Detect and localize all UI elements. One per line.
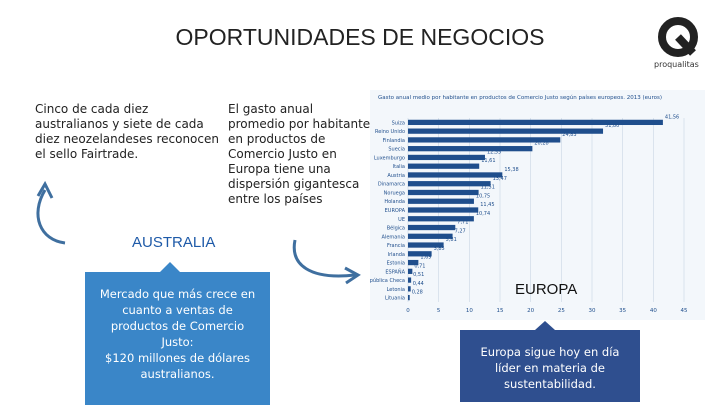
value-label: 20,28	[534, 141, 548, 147]
y-tick-label: Dinamarca	[378, 182, 405, 188]
bar	[408, 251, 432, 257]
value-label: 5,81	[446, 237, 457, 243]
australia-box: Mercado que más crece en cuanto a ventas…	[85, 272, 270, 405]
value-label: 7,27	[455, 228, 466, 234]
australia-label: AUSTRALIA	[132, 234, 216, 251]
value-label: 11,61	[481, 158, 495, 164]
bar	[408, 172, 503, 178]
y-tick-label: Estonia	[387, 261, 405, 267]
x-tick-label: 25	[558, 308, 565, 314]
value-label: 41,56	[665, 114, 679, 120]
x-tick-label: 35	[619, 308, 626, 314]
chart-title: Gasto anual medio por habitante en produ…	[378, 94, 662, 101]
bar	[408, 259, 419, 266]
y-tick-label: Suecia	[388, 147, 405, 153]
bar	[408, 128, 604, 134]
value-label: 15,38	[504, 167, 518, 173]
x-tick-label: 20	[527, 308, 534, 314]
y-tick-label: Suiza	[392, 120, 405, 126]
bar	[408, 216, 474, 222]
value-label: 1,69	[420, 255, 431, 261]
bar	[408, 137, 561, 143]
y-tick-label: Luxemburgo	[374, 155, 405, 161]
value-label: 0,28	[412, 290, 423, 296]
x-tick-label: 10	[466, 308, 473, 314]
y-tick-label: Alemania	[382, 234, 405, 240]
slide-title: OPORTUNIDADES DE NEGOCIOS	[175, 24, 545, 50]
value-label: 12,55	[487, 149, 501, 155]
y-tick-label: UE	[398, 217, 405, 223]
y-tick-label: Reino Unido	[375, 129, 405, 135]
logo-text: proqualitas	[654, 60, 699, 69]
x-tick-label: 0	[406, 308, 410, 314]
bar	[408, 242, 444, 248]
bar	[408, 233, 453, 239]
y-tick-label: Bélgica	[387, 225, 405, 232]
y-tick-label: Lituania	[385, 296, 405, 302]
value-label: 0,44	[413, 281, 424, 287]
bar	[408, 207, 479, 213]
y-tick-label: EUROPA	[385, 208, 406, 214]
y-tick-label: Finlandia	[383, 138, 405, 144]
y-tick-label: República Checa	[370, 277, 405, 284]
y-tick-label: Letonia	[387, 287, 405, 293]
value-label: 11,45	[480, 202, 494, 208]
bar	[408, 224, 456, 231]
value-label: 31,80	[605, 123, 619, 129]
y-tick-label: Holanda	[384, 199, 405, 205]
x-tick-label: 40	[650, 308, 657, 314]
y-tick-label: Francia	[387, 243, 405, 249]
bar	[408, 268, 413, 274]
value-label: 10,74	[476, 211, 490, 217]
bar	[408, 181, 491, 187]
bar	[408, 119, 663, 126]
bar	[408, 294, 410, 301]
europa-box: Europa sigue hoy en día líder en materia…	[460, 330, 640, 402]
value-label: 7,71	[457, 220, 468, 226]
australia-text: Mercado que más crece en cuanto a ventas…	[99, 287, 256, 349]
value-label: 3,85	[434, 246, 445, 252]
chart-bg	[370, 90, 705, 320]
value-label: 0,51	[413, 272, 424, 278]
value-label: 24,83	[562, 132, 576, 138]
y-tick-label: Irlanda	[388, 252, 405, 258]
bar	[408, 286, 411, 292]
bar	[408, 146, 533, 152]
value-label: 10,75	[476, 193, 490, 199]
y-tick-label: Noruega	[384, 190, 405, 196]
bar	[408, 198, 474, 204]
bar	[408, 154, 485, 161]
left-text: Cinco de cada diez australianos y siete …	[35, 102, 219, 161]
x-tick-label: 30	[589, 308, 596, 314]
value-label: 0,71	[414, 263, 425, 269]
chart: Gasto anual medio por habitante en produ…	[370, 90, 705, 320]
value-label: 11,51	[481, 185, 495, 191]
y-tick-label: Italia	[393, 164, 405, 170]
middle-text: El gasto anual promedio por habitante en…	[228, 102, 371, 206]
bar	[408, 189, 479, 196]
australia-text: $120 millones de dólares australianos.	[105, 351, 250, 381]
logo-icon	[658, 17, 698, 57]
value-label: 13,47	[493, 176, 507, 182]
europa-label: EUROPA	[515, 281, 578, 298]
y-tick-label: ESPAÑA	[385, 268, 405, 275]
x-tick-label: 15	[497, 308, 504, 314]
bar	[408, 277, 412, 283]
x-tick-label: 5	[437, 308, 441, 314]
x-tick-label: 45	[681, 308, 688, 314]
bar	[408, 163, 480, 169]
y-tick-label: Austria	[387, 173, 405, 179]
